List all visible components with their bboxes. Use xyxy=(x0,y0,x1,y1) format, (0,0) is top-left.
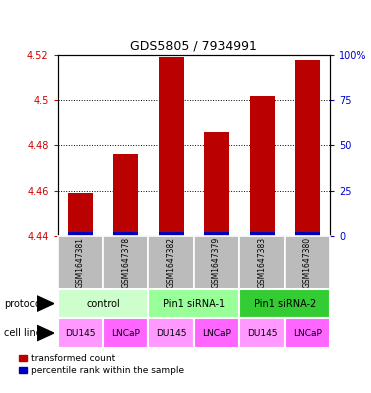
Bar xyxy=(250,95,275,236)
Bar xyxy=(204,132,229,236)
Bar xyxy=(148,318,194,348)
Bar xyxy=(239,289,330,318)
Text: Pin1 siRNA-2: Pin1 siRNA-2 xyxy=(254,299,316,309)
Bar xyxy=(148,236,194,289)
Bar xyxy=(239,236,285,289)
Text: GSM1647383: GSM1647383 xyxy=(257,237,266,288)
Bar xyxy=(239,318,285,348)
Bar xyxy=(250,232,275,236)
Bar xyxy=(148,289,239,318)
Bar xyxy=(58,318,103,348)
Bar xyxy=(113,232,138,236)
Bar xyxy=(58,236,103,289)
Bar xyxy=(159,232,184,236)
Bar xyxy=(285,318,330,348)
Text: control: control xyxy=(86,299,120,309)
Bar xyxy=(68,232,93,236)
Title: GDS5805 / 7934991: GDS5805 / 7934991 xyxy=(131,39,257,52)
Text: GSM1647379: GSM1647379 xyxy=(212,237,221,288)
Text: protocol: protocol xyxy=(4,299,43,309)
Text: DU145: DU145 xyxy=(65,329,95,338)
Bar xyxy=(204,232,229,236)
Bar xyxy=(194,318,239,348)
Bar xyxy=(103,318,148,348)
Bar xyxy=(295,232,320,236)
Bar xyxy=(295,59,320,236)
Text: GSM1647381: GSM1647381 xyxy=(76,237,85,288)
Polygon shape xyxy=(37,325,54,341)
Text: DU145: DU145 xyxy=(156,329,186,338)
Bar xyxy=(58,289,148,318)
Text: GSM1647382: GSM1647382 xyxy=(167,237,175,288)
Bar xyxy=(103,236,148,289)
Bar xyxy=(159,57,184,236)
Text: Pin1 siRNA-1: Pin1 siRNA-1 xyxy=(163,299,225,309)
Text: GSM1647380: GSM1647380 xyxy=(303,237,312,288)
Polygon shape xyxy=(37,296,54,311)
Bar xyxy=(194,236,239,289)
Bar xyxy=(285,236,330,289)
Text: LNCaP: LNCaP xyxy=(202,329,231,338)
Text: cell line: cell line xyxy=(4,328,42,338)
Text: GSM1647378: GSM1647378 xyxy=(121,237,130,288)
Text: LNCaP: LNCaP xyxy=(293,329,322,338)
Bar xyxy=(113,154,138,236)
Text: DU145: DU145 xyxy=(247,329,277,338)
Legend: transformed count, percentile rank within the sample: transformed count, percentile rank withi… xyxy=(19,354,184,375)
Bar xyxy=(68,193,93,236)
Text: LNCaP: LNCaP xyxy=(111,329,140,338)
